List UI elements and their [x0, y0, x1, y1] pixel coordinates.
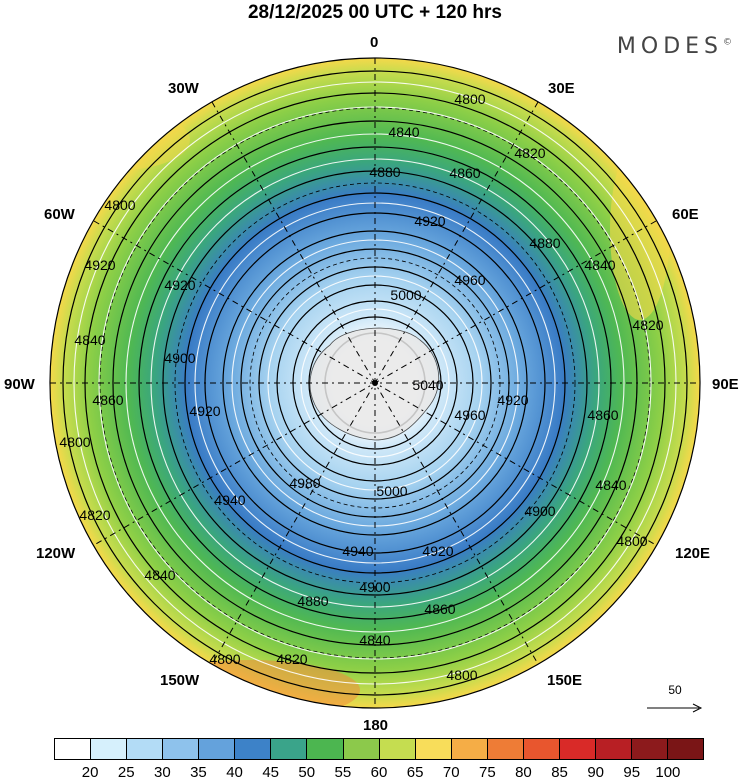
colorbar-cell: [451, 739, 488, 759]
lon-60e: 60E: [672, 206, 699, 223]
colorbar-cell: [271, 739, 308, 759]
contour-label: 4860: [92, 392, 123, 408]
contour-label: 4900: [524, 503, 555, 519]
graticule: [50, 58, 700, 708]
contour-label: 4860: [424, 601, 455, 617]
wind-speed-colorbar: [54, 738, 704, 760]
colorbar-labels: 20 25 30 35 40 45 50 55 60 65 70 75 80 85 90 95 100: [54, 764, 704, 782]
colorbar-cell: [668, 739, 704, 759]
contour-label: 4820: [632, 317, 663, 333]
contour-label: 4940: [342, 543, 373, 559]
colorbar-label: 60: [370, 764, 388, 781]
contour-labels: 4800 4840 4820 4880 4860 4920 4960 5000 …: [59, 91, 663, 683]
colorbar-label: 90: [587, 764, 604, 781]
contour-label: 4840: [359, 632, 390, 648]
lon-120w: 120W: [36, 545, 76, 562]
contour-label: 4880: [297, 593, 328, 609]
lon-30w: 30W: [168, 80, 199, 97]
colorbar-label: 95: [623, 764, 641, 781]
contour-label: 5040: [412, 377, 443, 393]
map-title: 28/12/2025 00 UTC + 120 hrs: [247, 2, 503, 23]
colorbar-cell: [632, 739, 669, 759]
modes-logo: MODES©: [616, 34, 732, 59]
colorbar-label: 75: [478, 764, 496, 781]
colorbar-label: 45: [262, 764, 279, 781]
contour-label: 4880: [369, 164, 400, 180]
contour-label: 4940: [214, 492, 245, 508]
colorbar-label: 50: [298, 764, 316, 781]
colorbar-label: 25: [117, 764, 135, 781]
contour-label: 4840: [144, 567, 175, 583]
colorbar-cell: [379, 739, 416, 759]
colorbar-label: 85: [551, 764, 568, 781]
colorbar-cell: [487, 739, 524, 759]
colorbar-cell: [163, 739, 200, 759]
colorbar-cell: [307, 739, 344, 759]
yellow-spot-shading-2: [50, 110, 190, 170]
colorbar-cell: [523, 739, 560, 759]
colorbar-label: 100: [655, 764, 681, 781]
colorbar-cell: [235, 739, 272, 759]
lon-150w: 150W: [160, 672, 200, 689]
map-border: [49, 57, 701, 709]
contour-label: 4920: [497, 392, 528, 408]
reference-vector-label: 50: [668, 683, 682, 697]
contour-label: 5000: [390, 287, 421, 303]
lon-90w: 90W: [4, 376, 35, 393]
colorbar-cell: [595, 739, 632, 759]
reference-vector-arrow: [647, 703, 703, 713]
contour-label: 4920: [189, 403, 220, 419]
colorbar-label: 70: [442, 764, 460, 781]
contour-label: 4800: [446, 667, 477, 683]
colorbar-cell: [91, 739, 128, 759]
lon-0: 0: [370, 34, 379, 51]
contour-label: 4860: [449, 165, 480, 181]
contour-label: 4800: [59, 434, 90, 450]
contour-label: 4920: [84, 257, 115, 273]
lon-120e: 120E: [675, 545, 711, 562]
contour-label: 4840: [584, 257, 615, 273]
contour-label: 4980: [289, 475, 320, 491]
lon-30e: 30E: [548, 80, 575, 97]
lon-90e: 90E: [712, 376, 739, 393]
polar-map: 4800 4840 4820 4880 4860 4920 4960 5000 …: [49, 57, 701, 709]
colorbar-cell: [559, 739, 596, 759]
lon-60w: 60W: [44, 206, 75, 223]
contour-label: 4920: [414, 213, 445, 229]
contour-label: 4880: [529, 235, 560, 251]
contour-label: 4900: [359, 579, 390, 595]
contour-label: 4900: [164, 350, 195, 366]
contour-label: 4960: [454, 272, 485, 288]
colorbar-label: 35: [190, 764, 207, 781]
contour-label: 4860: [587, 407, 618, 423]
contour-label: 4920: [164, 277, 195, 293]
colorbar-label: 40: [226, 764, 243, 781]
colorbar-cell: [199, 739, 236, 759]
contour-label: 4840: [595, 477, 626, 493]
contour-label: 4820: [276, 651, 307, 667]
colorbar-label: 30: [153, 764, 171, 781]
colorbar-cell: [415, 739, 452, 759]
contour-label: 4840: [74, 332, 105, 348]
contour-label: 4800: [104, 197, 135, 213]
contour-label: 4840: [388, 124, 419, 140]
colorbar-label: 55: [334, 764, 352, 781]
colorbar-cell: [55, 739, 92, 759]
contour-label: 4820: [79, 507, 110, 523]
colorbar-cell: [127, 739, 164, 759]
lon-180: 180: [363, 717, 389, 734]
contour-label: 4820: [514, 145, 545, 161]
contour-label: 5000: [376, 483, 407, 499]
contour-label: 4800: [454, 91, 485, 107]
contour-label: 4800: [616, 533, 647, 549]
contour-label: 4800: [209, 651, 240, 667]
colorbar-label: 80: [515, 764, 532, 781]
contour-label: 4960: [454, 407, 485, 423]
contour-label: 4920: [422, 543, 453, 559]
colorbar-cell: [343, 739, 380, 759]
colorbar-label: 65: [406, 764, 424, 781]
colorbar-label: 20: [81, 764, 99, 781]
lon-150e: 150E: [547, 672, 583, 689]
